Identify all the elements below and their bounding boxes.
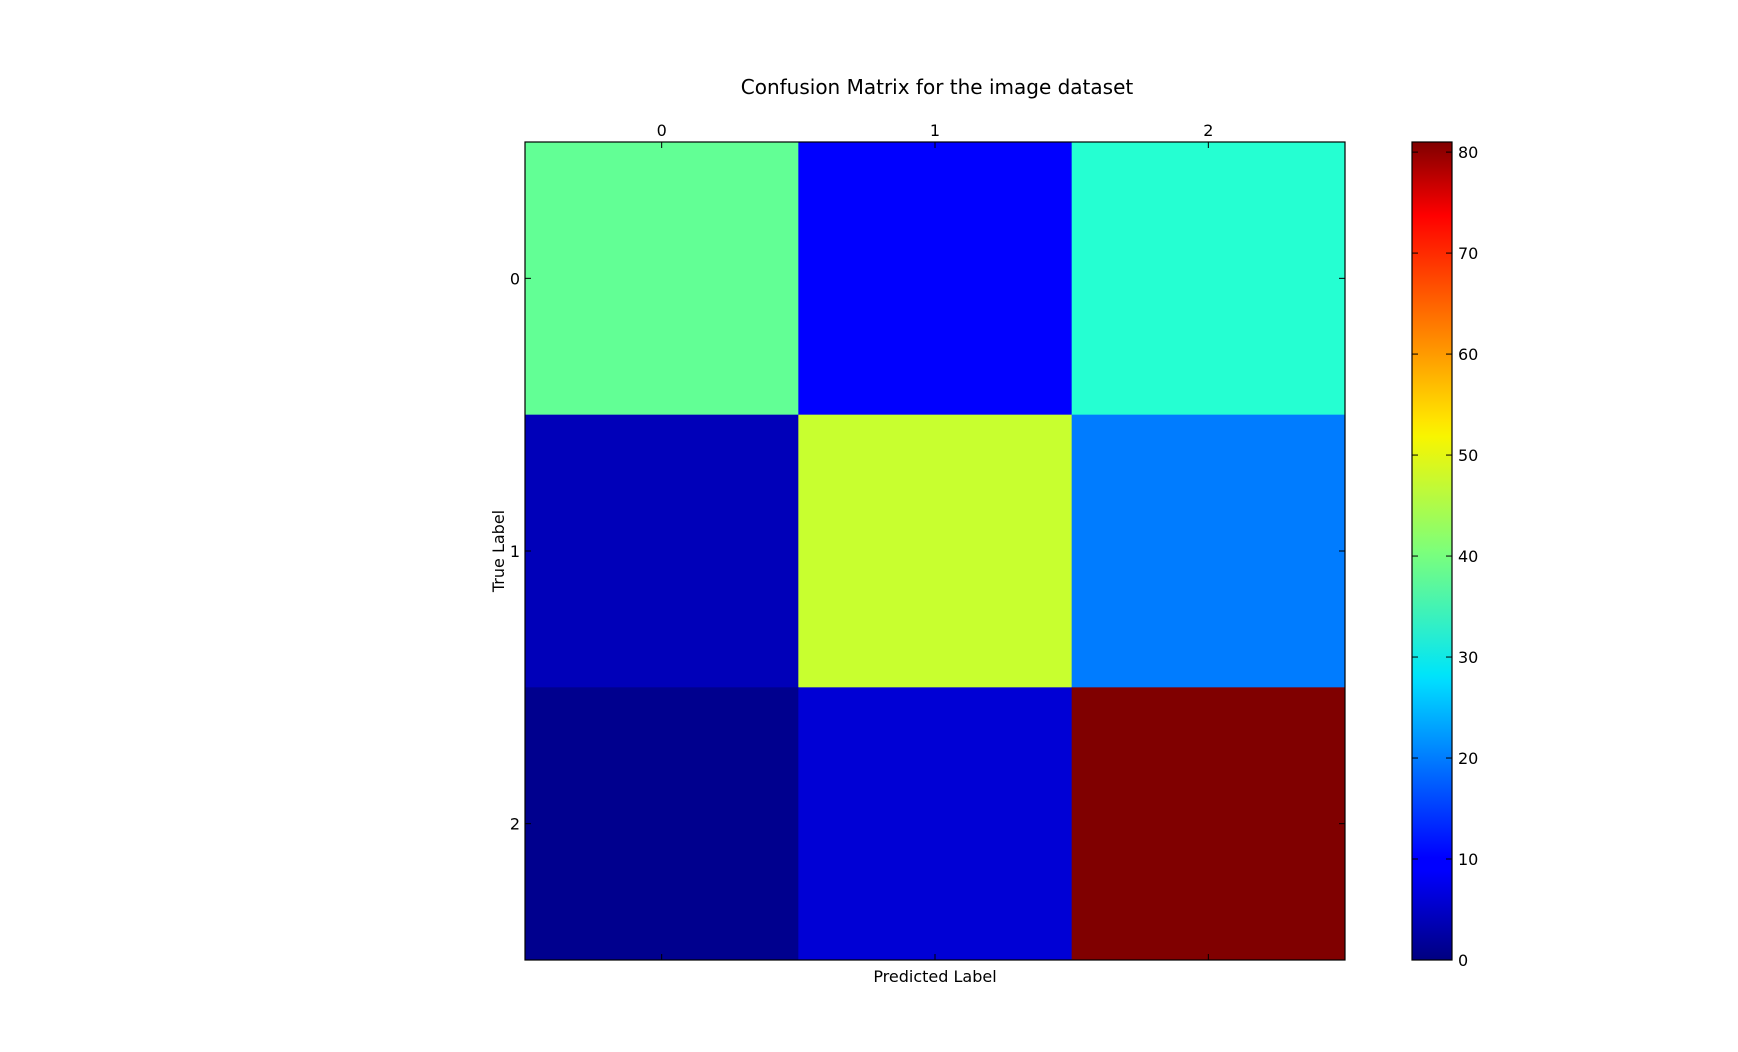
y-tick-label: 1 <box>510 542 520 561</box>
colorbar-tick-label: 30 <box>1458 648 1478 667</box>
x-tick-label: 0 <box>657 121 667 140</box>
colorbar-tick-label: 40 <box>1458 547 1478 566</box>
y-tick-label: 0 <box>510 269 520 288</box>
heatmap-cell <box>1071 142 1346 416</box>
heatmap-cell <box>798 687 1073 961</box>
colorbar-tick-label: 80 <box>1458 143 1478 162</box>
chart-title: Confusion Matrix for the image dataset <box>741 75 1134 99</box>
colorbar-tick-label: 0 <box>1458 951 1468 970</box>
colorbar-tick-label: 50 <box>1458 446 1478 465</box>
colorbar-tick-label: 60 <box>1458 345 1478 364</box>
colorbar-ticks: 0 10 20 30 40 50 60 70 80 <box>1412 143 1478 970</box>
y-axis-label: True Label <box>489 510 508 593</box>
colorbar-tick-label: 10 <box>1458 850 1478 869</box>
heatmap-cell <box>798 414 1073 688</box>
x-axis-label: Predicted Label <box>873 967 996 986</box>
x-tick-label: 1 <box>930 121 940 140</box>
heatmap-cell <box>798 142 1073 416</box>
heatmap-cell <box>1071 687 1346 961</box>
colorbar-tick-label: 70 <box>1458 244 1478 263</box>
x-axis-ticks: 0 1 2 <box>657 121 1213 960</box>
heatmap-cell <box>1071 414 1346 688</box>
colorbar <box>1411 141 1453 961</box>
heatmap-cell <box>525 414 799 688</box>
y-axis-ticks: 0 1 2 <box>510 269 1345 834</box>
x-tick-label: 2 <box>1203 121 1213 140</box>
heatmap-cell <box>525 687 799 961</box>
heatmap-cells <box>525 142 1346 961</box>
heatmap-cell <box>525 142 799 416</box>
colorbar-tick-label: 20 <box>1458 749 1478 768</box>
y-tick-label: 2 <box>510 815 520 834</box>
